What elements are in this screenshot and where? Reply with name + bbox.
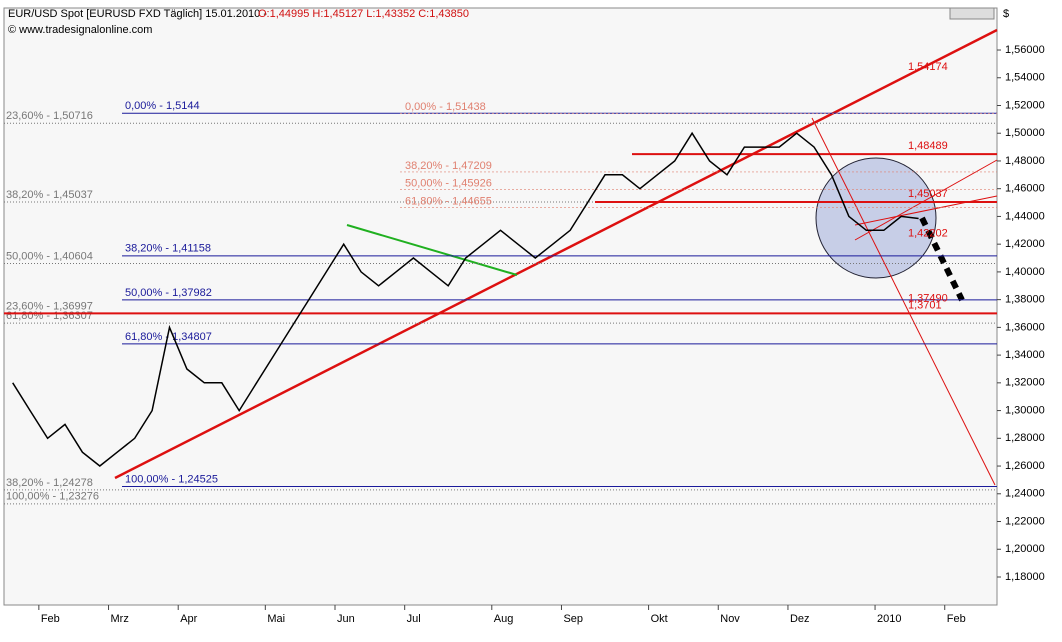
projection-arrow — [919, 216, 965, 302]
level-label: 1,54174 — [908, 61, 948, 73]
y-tick-label: 1,38000 — [1005, 294, 1045, 306]
level-label: 100,00% - 1,24525 — [125, 473, 218, 485]
price-line — [12, 131, 919, 467]
x-tick-label: Feb — [947, 613, 966, 625]
x-tick-label: Apr — [180, 613, 197, 625]
level-label: 23,60% - 1,36997 — [6, 300, 93, 312]
x-tick-label: Feb — [41, 613, 60, 625]
highlight-circle — [815, 157, 937, 279]
plot-area — [3, 7, 998, 606]
level-label: 38,20% - 1,24278 — [6, 477, 93, 489]
y-tick-label: 1,28000 — [1005, 432, 1045, 444]
level-label: 1,48489 — [908, 140, 948, 152]
x-tick-label: Okt — [651, 613, 668, 625]
level-label: 1,3701 — [908, 299, 942, 311]
level-label: 0,00% - 1,51438 — [405, 101, 486, 113]
y-tick-label: 1,22000 — [1005, 515, 1045, 527]
y-axis-label: $ — [1003, 8, 1009, 20]
level-label: 0,00% - 1,5144 — [125, 100, 200, 112]
level-label: 38,20% - 1,47209 — [405, 160, 492, 172]
source: © www.tradesignalonline.com — [8, 24, 152, 36]
x-tick-label: 2010 — [877, 613, 901, 625]
y-tick-label: 1,30000 — [1005, 404, 1045, 416]
y-tick-label: 1,54000 — [1005, 72, 1045, 84]
x-tick-label: Dez — [790, 613, 810, 625]
level-label: 61,80% - 1,44655 — [405, 195, 492, 207]
x-tick-label: Aug — [494, 613, 514, 625]
y-tick-label: 1,26000 — [1005, 460, 1045, 472]
level-label: 1,42202 — [908, 227, 948, 239]
x-tick-label: Nov — [720, 613, 740, 625]
y-tick-label: 1,24000 — [1005, 488, 1045, 500]
x-tick-label: Jul — [407, 613, 421, 625]
level-label: 1,37490 — [908, 293, 948, 305]
y-tick-label: 1,48000 — [1005, 155, 1045, 167]
level-label: 50,00% - 1,45926 — [405, 178, 492, 190]
y-tick-label: 1,18000 — [1005, 571, 1045, 583]
window-buttons[interactable] — [949, 7, 995, 20]
y-tick-label: 1,40000 — [1005, 266, 1045, 278]
x-tick-label: Mai — [267, 613, 285, 625]
channel-line — [854, 195, 998, 226]
green-line — [346, 224, 518, 276]
y-tick-label: 1,32000 — [1005, 377, 1045, 389]
y-tick-label: 1,34000 — [1005, 349, 1045, 361]
level-label: 50,00% - 1,40604 — [6, 250, 93, 262]
level-label: 50,00% - 1,37982 — [125, 287, 212, 299]
channel-line — [854, 159, 998, 241]
chart-title: EUR/USD Spot [EURUSD FXD Täglich] 15.01.… — [8, 8, 267, 20]
level-label: 1,45037 — [908, 188, 948, 200]
x-tick-label: Sep — [563, 613, 583, 625]
y-tick-label: 1,50000 — [1005, 127, 1045, 139]
ohlc: O:1,44995 H:1,45127 L:1,43352 C:1,43850 — [258, 8, 469, 20]
trend-line — [114, 28, 998, 480]
level-label: 61,80% - 1,34807 — [125, 331, 212, 343]
level-label: 38,20% - 1,41158 — [125, 243, 211, 255]
level-label: 23,60% - 1,50716 — [6, 110, 93, 122]
x-tick-label: Mrz — [111, 613, 129, 625]
drawings — [114, 7, 998, 486]
y-tick-label: 1,46000 — [1005, 183, 1045, 195]
y-tick-label: 1,56000 — [1005, 44, 1045, 56]
y-tick-label: 1,44000 — [1005, 210, 1045, 222]
x-tick-label: Jun — [337, 613, 355, 625]
level-label: 38,20% - 1,45037 — [6, 189, 93, 201]
y-tick-label: 1,20000 — [1005, 543, 1045, 555]
y-tick-label: 1,52000 — [1005, 99, 1045, 111]
y-tick-label: 1,36000 — [1005, 321, 1045, 333]
level-label: 61,80% - 1,36307 — [6, 310, 93, 322]
y-tick-label: 1,42000 — [1005, 238, 1045, 250]
level-label: 100,00% - 1,23276 — [6, 491, 99, 503]
fan-line — [811, 117, 996, 486]
